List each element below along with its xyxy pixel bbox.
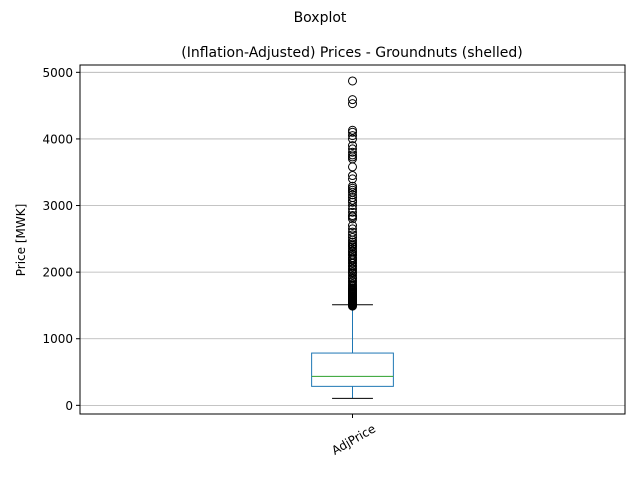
outlier-point	[348, 131, 357, 141]
outlier-point	[348, 207, 357, 217]
y-tick-label: 3000	[42, 199, 73, 213]
outlier-point	[348, 224, 357, 234]
x-ticks: AdjPrice	[329, 414, 378, 458]
outlier-point	[348, 99, 357, 109]
outlier-point	[348, 125, 357, 135]
y-tick-label: 5000	[42, 66, 73, 80]
outlier-point	[348, 181, 357, 191]
outlier-point	[348, 204, 357, 214]
box-layer	[311, 304, 394, 399]
chart-suptitle: Boxplot	[294, 10, 347, 26]
outlier-point	[348, 221, 357, 231]
axes	[79, 64, 626, 415]
outlier-point	[348, 230, 357, 240]
y-tick-label: 2000	[42, 266, 73, 280]
outlier-point	[348, 190, 357, 200]
outlier-point	[348, 193, 357, 203]
outlier-point	[348, 227, 357, 237]
plot-frame	[79, 64, 626, 415]
outlier-point	[348, 174, 357, 184]
outlier-point	[348, 76, 357, 86]
iqr-box	[311, 352, 394, 387]
outliers	[348, 76, 357, 311]
chart-title: (Inflation-Adjusted) Prices - Groundnuts…	[181, 45, 522, 61]
outlier-point	[348, 134, 357, 144]
outlier-point	[348, 141, 357, 151]
outlier-point	[348, 233, 357, 243]
outlier-point	[348, 211, 357, 221]
y-tick-label: 1000	[42, 332, 73, 346]
outlier-point	[348, 152, 357, 162]
outlier-point	[348, 150, 357, 160]
grid-lines	[80, 71, 625, 406]
outlier-point	[348, 147, 357, 157]
y-axis-label: Price [MWK]	[14, 204, 28, 277]
outlier-point	[348, 162, 357, 172]
outlier-point	[348, 95, 357, 105]
outlier-point	[348, 144, 357, 154]
y-tick-label: 4000	[42, 132, 73, 146]
y-ticks: 0 1000 2000 3000 4000 5000	[42, 66, 80, 413]
x-tick-label: AdjPrice	[329, 421, 378, 457]
outlier-point	[348, 171, 357, 181]
y-tick-label: 0	[65, 399, 73, 413]
